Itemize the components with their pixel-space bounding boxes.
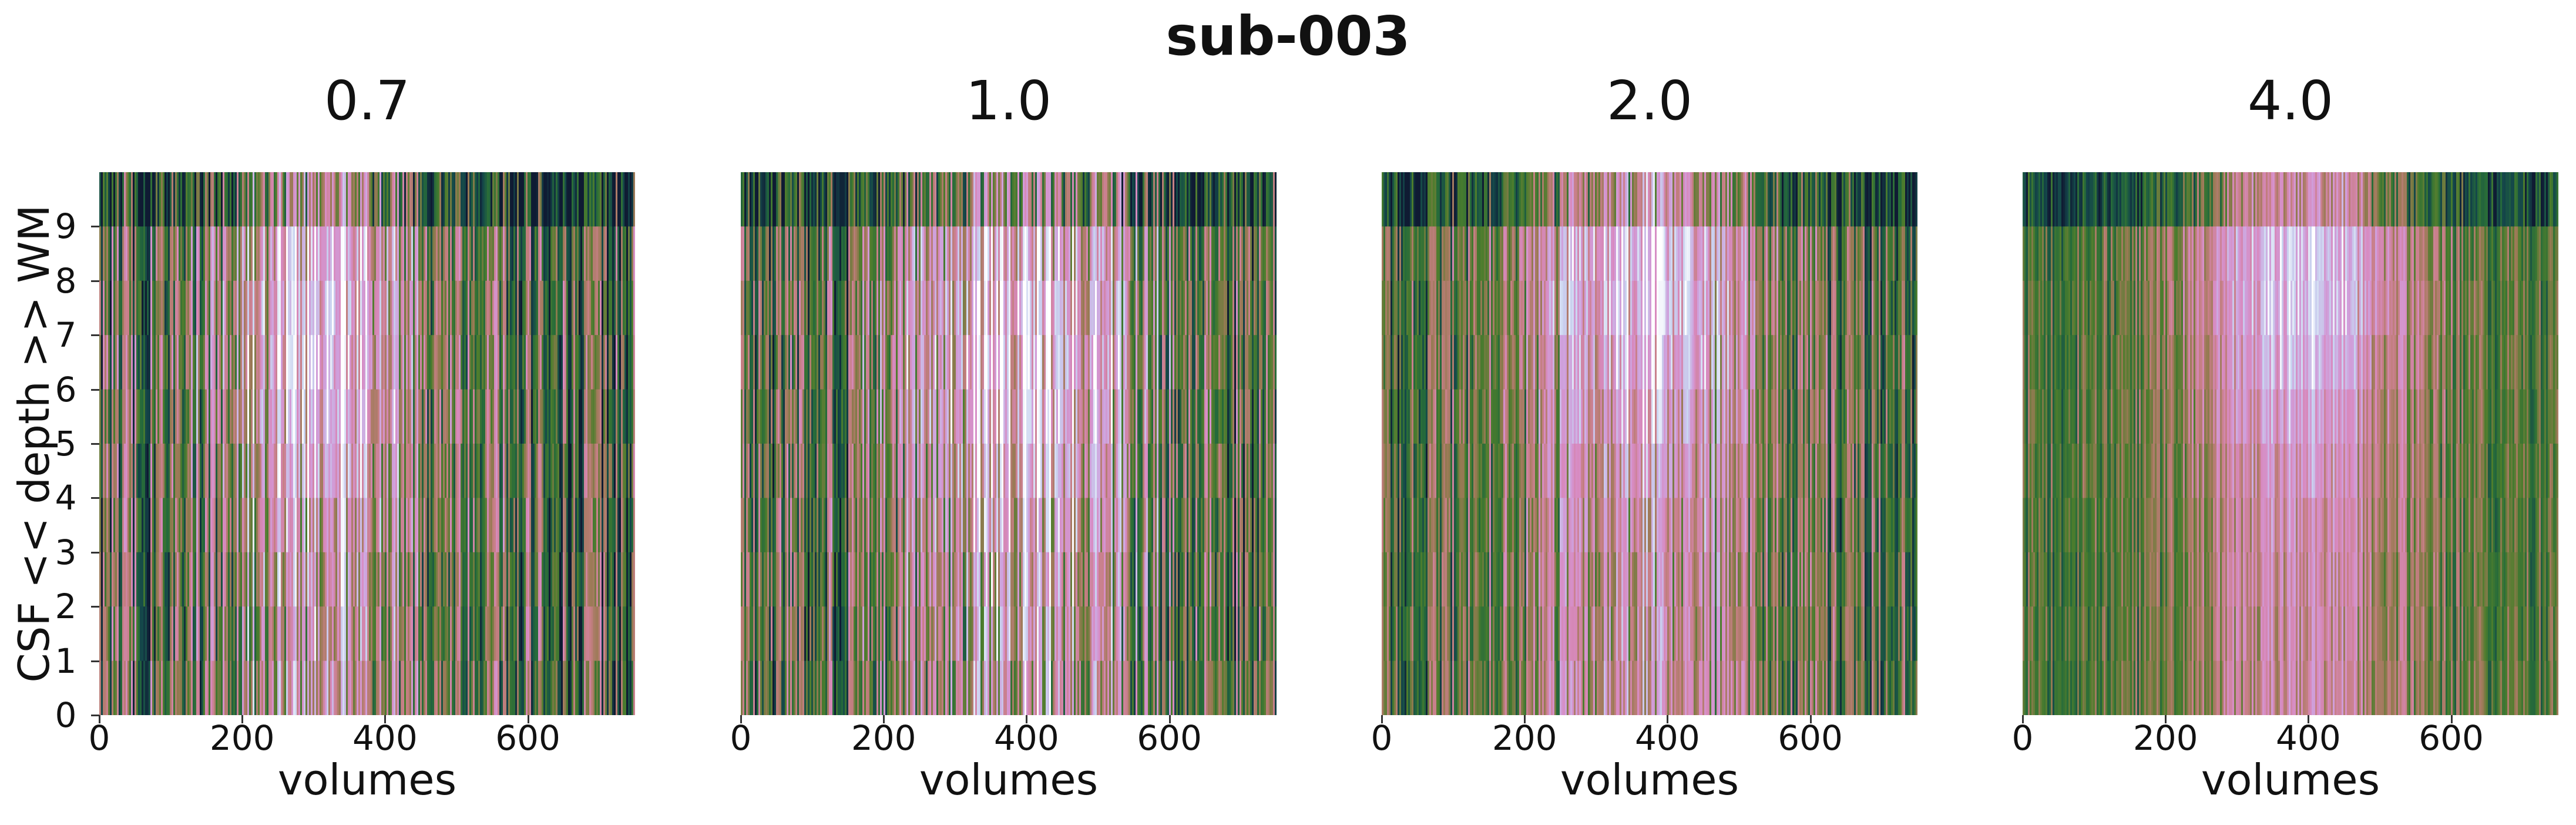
x-tick-label-2-0: 0 bbox=[1371, 718, 1393, 758]
x-tick-label-2-3: 600 bbox=[1778, 718, 1843, 758]
x-tick-label-0-2: 400 bbox=[352, 718, 418, 758]
y-tick-label-5: 5 bbox=[55, 424, 77, 464]
x-tick-label-1-1: 200 bbox=[851, 718, 916, 758]
x-axis-label-1: volumes bbox=[919, 755, 1099, 804]
x-axis-label-0: volumes bbox=[277, 755, 457, 804]
x-tick-0-1 bbox=[241, 715, 244, 723]
x-tick-label-0-1: 200 bbox=[209, 718, 275, 758]
x-tick-label-3-1: 200 bbox=[2132, 718, 2198, 758]
y-tick-8 bbox=[91, 280, 99, 282]
y-tick-label-9: 9 bbox=[55, 206, 77, 247]
x-tick-label-1-0: 0 bbox=[730, 718, 752, 758]
y-tick-5 bbox=[91, 443, 99, 445]
x-tick-label-2-1: 200 bbox=[1492, 718, 1557, 758]
x-tick-0-0 bbox=[99, 715, 100, 723]
heatmap-panel-3 bbox=[2023, 172, 2558, 715]
x-tick-2-1 bbox=[1524, 715, 1526, 723]
heatmap-panel-2 bbox=[1382, 172, 1917, 715]
panel-title-3: 4.0 bbox=[2247, 69, 2334, 132]
y-tick-label-8: 8 bbox=[55, 260, 77, 301]
x-tick-label-0-0: 0 bbox=[88, 718, 110, 758]
x-tick-3-2 bbox=[2308, 715, 2310, 723]
x-tick-label-1-3: 600 bbox=[1137, 718, 1202, 758]
y-tick-label-1: 1 bbox=[55, 640, 77, 681]
heatmap-svg-1 bbox=[741, 172, 1277, 715]
x-tick-label-3-2: 400 bbox=[2276, 718, 2341, 758]
y-axis-label: CSF << depth >> WM bbox=[9, 204, 59, 683]
panel-title-2: 2.0 bbox=[1606, 69, 1693, 132]
panel-title-1: 1.0 bbox=[965, 69, 1052, 132]
x-tick-label-3-0: 0 bbox=[2011, 718, 2034, 758]
x-tick-2-3 bbox=[1809, 715, 1812, 723]
y-tick-4 bbox=[91, 497, 99, 499]
x-tick-1-2 bbox=[1026, 715, 1028, 723]
heatmap-panel-1 bbox=[741, 172, 1277, 715]
x-tick-0-2 bbox=[384, 715, 387, 723]
x-tick-1-3 bbox=[1168, 715, 1171, 723]
heatmap-panel-0 bbox=[99, 172, 635, 715]
x-tick-1-1 bbox=[883, 715, 885, 723]
y-tick-1 bbox=[91, 660, 99, 662]
x-tick-0-3 bbox=[527, 715, 529, 723]
y-tick-6 bbox=[91, 388, 99, 391]
x-tick-label-1-2: 400 bbox=[994, 718, 1059, 758]
x-tick-label-0-3: 600 bbox=[495, 718, 560, 758]
y-tick-label-7: 7 bbox=[55, 315, 77, 356]
figure-title: sub-003 bbox=[1166, 5, 1410, 68]
x-tick-3-1 bbox=[2165, 715, 2167, 723]
y-tick-2 bbox=[91, 606, 99, 608]
y-tick-label-6: 6 bbox=[55, 369, 77, 410]
y-tick-3 bbox=[91, 551, 99, 554]
x-tick-2-2 bbox=[1667, 715, 1669, 723]
heatmap-svg-2 bbox=[1382, 172, 1917, 715]
y-tick-label-3: 3 bbox=[55, 532, 77, 572]
x-tick-2-0 bbox=[1381, 715, 1383, 723]
x-tick-label-3-3: 600 bbox=[2419, 718, 2484, 758]
panel-title-0: 0.7 bbox=[324, 69, 411, 132]
y-tick-0 bbox=[91, 715, 99, 716]
y-tick-label-0: 0 bbox=[55, 695, 77, 735]
heatmap-svg-0 bbox=[99, 172, 635, 715]
x-tick-3-3 bbox=[2450, 715, 2453, 723]
x-axis-label-2: volumes bbox=[1560, 755, 1739, 804]
x-tick-1-0 bbox=[740, 715, 742, 723]
x-axis-label-3: volumes bbox=[2201, 755, 2380, 804]
y-tick-label-2: 2 bbox=[55, 586, 77, 627]
y-tick-label-4: 4 bbox=[55, 478, 77, 518]
x-tick-3-0 bbox=[2022, 715, 2024, 723]
y-tick-7 bbox=[91, 334, 99, 337]
x-tick-label-2-2: 400 bbox=[1635, 718, 1700, 758]
heatmap-svg-3 bbox=[2023, 172, 2558, 715]
y-tick-9 bbox=[91, 226, 99, 228]
